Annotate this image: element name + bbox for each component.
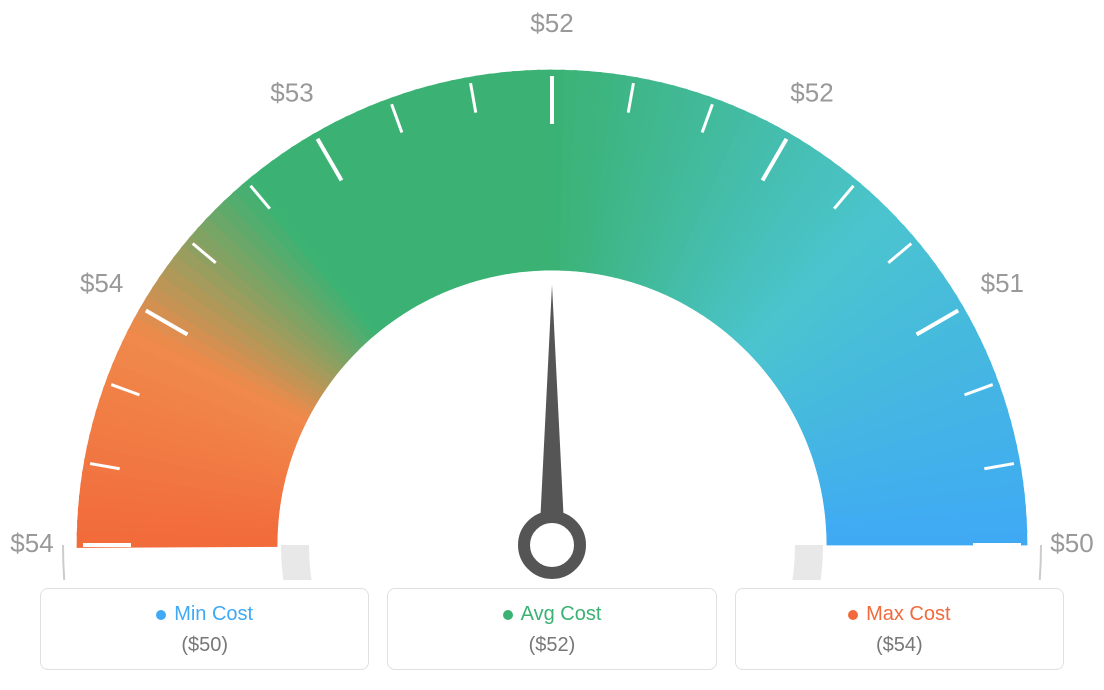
- legend-title-min: Min Cost: [156, 603, 253, 626]
- svg-text:$53: $53: [270, 78, 313, 108]
- legend-box-avg: Avg Cost ($52): [387, 588, 716, 670]
- svg-text:$52: $52: [790, 78, 833, 108]
- legend-value-min: ($50): [41, 634, 368, 657]
- legend-title-text: Min Cost: [174, 603, 253, 626]
- svg-text:$51: $51: [981, 268, 1024, 298]
- legend-title-avg: Avg Cost: [503, 603, 602, 626]
- legend-box-max: Max Cost ($54): [735, 588, 1064, 670]
- dot-icon: [156, 610, 166, 620]
- svg-text:$54: $54: [80, 268, 123, 298]
- legend-row: Min Cost ($50) Avg Cost ($52) Max Cost (…: [40, 588, 1064, 670]
- svg-text:$50: $50: [1050, 528, 1093, 558]
- legend-title-text: Max Cost: [866, 603, 950, 626]
- dot-icon: [848, 610, 858, 620]
- legend-value-avg: ($52): [388, 634, 715, 657]
- dot-icon: [503, 610, 513, 620]
- legend-value-max: ($54): [736, 634, 1063, 657]
- gauge-svg: $50 $51 $52 $52 $53 $54 $54: [0, 0, 1104, 580]
- gauge-chart: $50 $51 $52 $52 $53 $54 $54: [0, 0, 1104, 580]
- legend-title-max: Max Cost: [848, 603, 950, 626]
- legend-title-text: Avg Cost: [521, 603, 602, 626]
- svg-text:$54: $54: [10, 528, 53, 558]
- legend-box-min: Min Cost ($50): [40, 588, 369, 670]
- svg-text:$52: $52: [530, 8, 573, 38]
